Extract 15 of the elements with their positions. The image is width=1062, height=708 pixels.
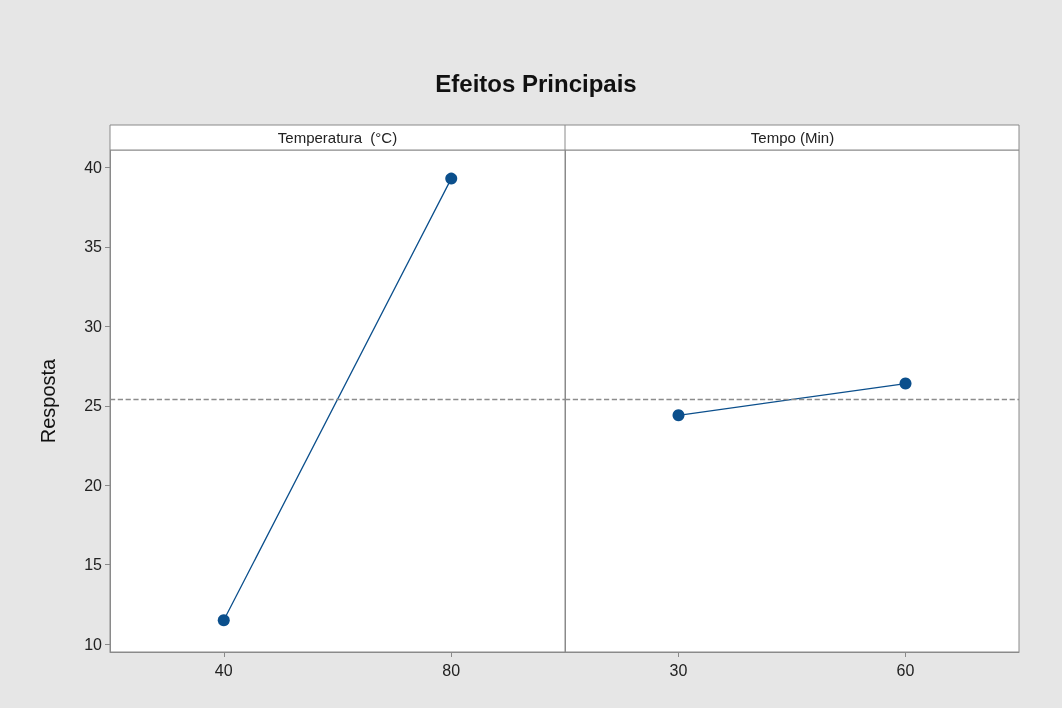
chart-subtitle: Temperatura (°C) [277,129,398,146]
y-axis-title: Resposta [37,357,59,444]
x-tick-label: 60 [896,661,915,679]
y-tick-label: 35 [84,238,103,256]
y-tick-label: 10 [84,635,103,653]
x-tick-label: 30 [669,661,688,679]
x-tick-label: 40 [214,661,233,679]
y-tick-label: 30 [84,317,103,335]
y-tick-label: 40 [84,158,103,176]
y-tick-label: 20 [84,476,103,494]
y-tick-label: 25 [84,397,103,415]
chart-subtitle: Tempo (Min) [750,129,835,146]
y-tick-label: 15 [84,556,103,574]
chart-title: Efeitos Principais [435,69,637,97]
x-tick-label: 80 [442,661,461,679]
